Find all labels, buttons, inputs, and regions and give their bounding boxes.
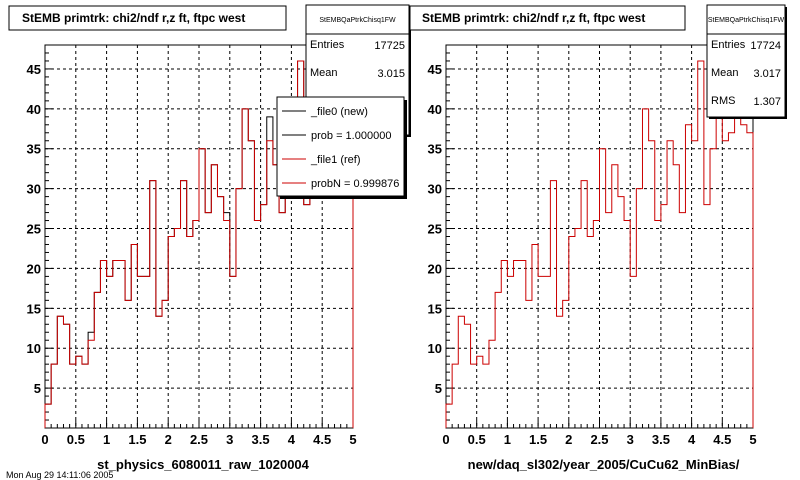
x-tick-label: 2.5 (590, 432, 608, 447)
y-tick-label: 30 (428, 182, 442, 197)
y-tick-label: 35 (27, 142, 41, 157)
title-box (8, 5, 287, 31)
y-tick-label: 40 (428, 102, 442, 117)
x-tick-label: 4 (688, 432, 696, 447)
y-tick-label: 45 (428, 62, 442, 77)
y-tick-label: 25 (27, 222, 41, 237)
y-tick-label: 40 (27, 102, 41, 117)
stats-mean-value: 3.015 (377, 68, 405, 80)
y-tick-label: 15 (428, 301, 442, 316)
stats-name: StEMBQaPtrkChisq1FW (708, 17, 785, 24)
x-tick-label: 0 (41, 432, 48, 447)
chart-title: StEMB primtrk: chi2/ndf r,z ft, ftpc wes… (22, 11, 245, 25)
y-tick-label: 30 (27, 182, 41, 197)
x-axis-label: new/daq_sl302/year_2005/CuCu62_MinBias/ (468, 457, 740, 472)
y-tick-label: 35 (428, 142, 442, 157)
stats-name: StEMBQaPtrkChisq1FW (319, 17, 396, 24)
x-tick-label: 5 (349, 432, 356, 447)
title-box (409, 5, 686, 31)
x-tick-label: 1 (504, 432, 511, 447)
x-axis-label: st_physics_6080011_raw_1020004 (97, 457, 310, 472)
histogram-panel-1: 0 0.5 1 1.5 2 2.5 3 3.5 4 4.5 5 5 10 15 20 25 30 35 40 45 ne… (409, 4, 787, 472)
stats-entries-label: Entries (711, 39, 746, 51)
histogram-panel-0: 0 0.5 1 1.5 2 2.5 3 3.5 4 4.5 5 5 10 15 20 25 30 35 40 45 st… (8, 4, 411, 472)
legend-entry-label: probN = 0.999876 (311, 178, 399, 190)
footer-timestamp: Mon Aug 29 14:11:06 2005 (6, 470, 113, 480)
y-tick-label: 25 (428, 222, 442, 237)
legend-entries: _file0 (new) prob = 1.000000 _file1 (ref) p… (282, 106, 399, 190)
x-tick-label: 3 (226, 432, 233, 447)
y-tick-label: 20 (27, 261, 41, 276)
x-tick-label: 3 (627, 432, 634, 447)
x-tick-label: 4 (288, 432, 296, 447)
y-tick-label: 15 (27, 301, 41, 316)
stats-rms-label: RMS (711, 95, 735, 107)
y-tick-label: 10 (27, 341, 41, 356)
x-tick-label: 1.5 (128, 432, 146, 447)
legend-box (276, 96, 405, 197)
stats-entries-value: 17725 (374, 40, 405, 52)
y-tick-label: 5 (34, 381, 41, 396)
stats-mean-value: 3.017 (753, 68, 781, 80)
x-tick-label: 1.5 (529, 432, 547, 447)
stats-box (706, 4, 786, 118)
x-tick-label: 0.5 (67, 432, 85, 447)
legend-entry-label: _file0 (new) (310, 106, 368, 118)
stats-entries-label: Entries (310, 39, 345, 51)
x-tick-label: 2 (565, 432, 572, 447)
legend-entry-label: prob = 1.000000 (311, 130, 391, 142)
histogram-series-0 (445, 60, 754, 428)
x-tick-label: 2 (165, 432, 172, 447)
x-tick-label: 0 (442, 432, 449, 447)
x-tick-label: 4.5 (313, 432, 331, 447)
y-tick-label: 5 (435, 381, 442, 396)
x-tick-label: 3.5 (652, 432, 670, 447)
x-tick-label: 0.5 (468, 432, 486, 447)
y-tick-label: 20 (428, 261, 442, 276)
stats-rms-value: 1.307 (753, 96, 781, 108)
x-tick-label: 4.5 (713, 432, 731, 447)
legend-entry-label: _file1 (ref) (310, 154, 361, 166)
y-tick-label: 45 (27, 62, 41, 77)
chart-title: StEMB primtrk: chi2/ndf r,z ft, ftpc wes… (422, 11, 645, 25)
x-tick-label: 2.5 (190, 432, 208, 447)
stats-entries-value: 17724 (750, 40, 781, 52)
x-tick-label: 5 (749, 432, 756, 447)
stats-mean-label: Mean (711, 67, 739, 79)
y-tick-label: 10 (428, 341, 442, 356)
x-tick-label: 3.5 (252, 432, 270, 447)
stats-mean-label: Mean (310, 67, 338, 79)
x-tick-label: 1 (103, 432, 110, 447)
